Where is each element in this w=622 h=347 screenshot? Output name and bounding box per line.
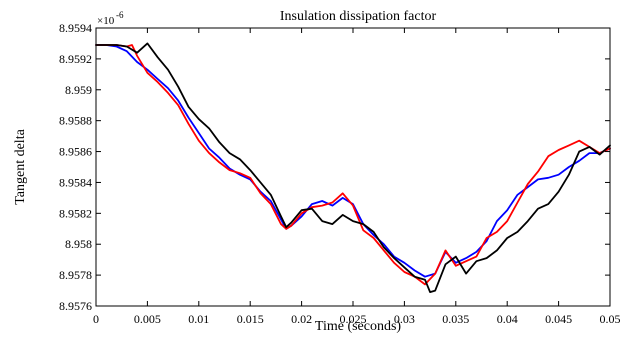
x-tick-label: 0.02 (291, 312, 312, 326)
y-tick-label: 8.9586 (59, 145, 92, 159)
series-black-line (95, 42, 611, 294)
x-tick-label: 0.04 (497, 312, 518, 326)
series-red-line (95, 44, 611, 286)
y-tick-label: 8.9582 (59, 206, 92, 220)
x-tick-label: 0.005 (134, 312, 161, 326)
ticks-layer: 0 0.005 0.01 0.015 0.02 0.025 0.03 0.035 0.04 0.0… (59, 21, 621, 326)
x-tick-label: 0.05 (600, 312, 621, 326)
x-tick-label: 0.035 (442, 312, 469, 326)
y-tick-label: 8.9584 (59, 175, 92, 189)
x-tick-label: 0 (93, 312, 99, 326)
y-axis-label: Tangent delta (13, 128, 28, 204)
axes-frame (95, 27, 611, 307)
series-blue-line (95, 44, 611, 278)
x-tick-label: 0.01 (188, 312, 209, 326)
y-tick-label: 8.959 (65, 83, 92, 97)
x-tick-label: 0.045 (545, 312, 572, 326)
x-tick-label: 0.03 (394, 312, 415, 326)
y-exponent-base: ×10 (97, 15, 115, 27)
y-tick-label: 8.9588 (59, 114, 92, 128)
y-tick-label: 8.9578 (59, 268, 92, 282)
x-tick-label: 0.025 (340, 312, 367, 326)
y-exponent-power: -6 (116, 10, 124, 20)
y-tick-label: 8.958 (65, 237, 92, 251)
x-axis-label: Time (seconds) (315, 319, 402, 334)
y-tick-label: 8.9594 (59, 21, 92, 35)
chart-title: Insulation dissipation factor (280, 9, 437, 24)
plot-area: 0 0.005 0.01 0.015 0.02 0.025 0.03 0.035 0.04 0.0… (59, 21, 621, 326)
y-tick-label: 8.9592 (59, 52, 92, 66)
y-tick-label: 8.9576 (59, 299, 92, 313)
x-tick-label: 0.015 (237, 312, 264, 326)
series-layer (95, 42, 611, 294)
